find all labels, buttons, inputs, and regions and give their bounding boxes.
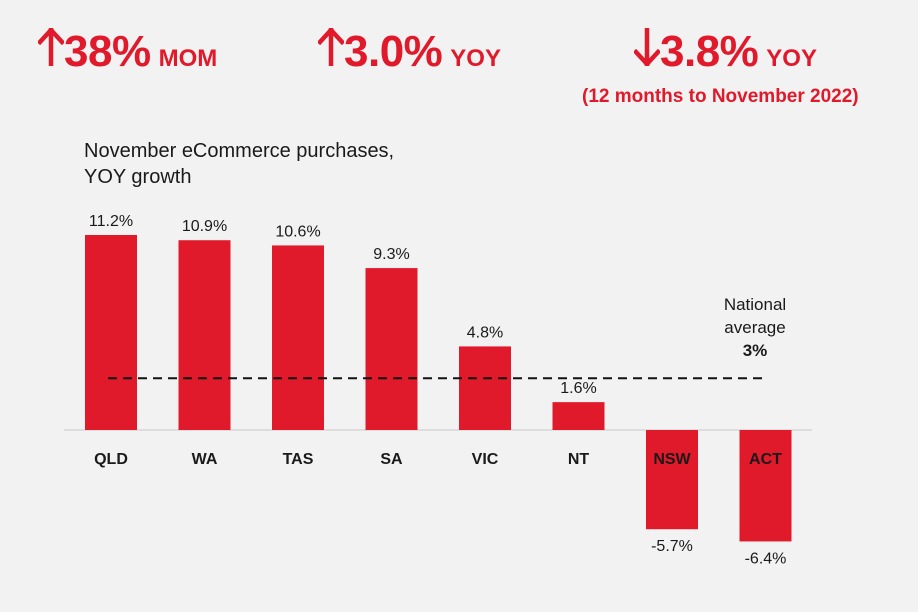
data-label-vic: 4.8% <box>467 324 503 341</box>
data-label-tas: 10.6% <box>275 223 320 240</box>
stat-yoy-unit: YOY <box>450 45 501 72</box>
bar-nt <box>552 402 605 430</box>
category-label-tas: TAS <box>283 451 314 468</box>
bar-wa <box>178 240 231 430</box>
data-label-wa: 10.9% <box>182 218 227 235</box>
data-label-qld: 11.2% <box>89 213 133 230</box>
bar-qld <box>85 235 137 430</box>
arrow-up-icon <box>38 28 64 66</box>
category-label-sa: SA <box>380 451 403 468</box>
category-label-nt: NT <box>568 451 590 468</box>
stat-annual-unit: YOY <box>766 45 817 72</box>
bar-vic <box>459 346 511 430</box>
category-label-wa: WA <box>192 451 218 468</box>
bar-sa <box>365 268 418 430</box>
stat-yoy: 3.0% YOY <box>318 28 501 74</box>
category-label-vic: VIC <box>472 451 499 468</box>
stat-annual-value: 3.8% <box>660 27 759 76</box>
stat-mom-value: 38% <box>64 27 151 76</box>
category-label-nsw: NSW <box>653 451 691 468</box>
stat-annual: 3.8% YOY <box>634 28 817 74</box>
national-average-label: National average 3% <box>700 293 810 362</box>
arrow-up-icon <box>318 28 344 66</box>
category-label-qld: QLD <box>94 451 128 468</box>
bar-act <box>739 430 792 542</box>
chart-title-line-2: YOY growth <box>84 166 192 188</box>
data-label-act: -6.4% <box>745 550 787 567</box>
stat-annual-note: (12 months to November 2022) <box>582 86 859 107</box>
chart-title: November eCommerce purchases, YOY growth <box>84 138 484 190</box>
chart-title-line-1: November eCommerce purchases, <box>84 140 395 162</box>
bar-nsw <box>646 430 698 530</box>
category-label-act: ACT <box>749 451 782 468</box>
data-label-sa: 9.3% <box>373 246 409 263</box>
arrow-down-icon <box>634 28 660 66</box>
data-label-nsw: -5.7% <box>651 538 693 555</box>
stat-mom: 38% MOM <box>38 28 217 74</box>
stat-mom-unit: MOM <box>158 45 218 72</box>
national-average-line-2: average <box>724 318 786 337</box>
bar-tas <box>272 245 324 430</box>
stat-yoy-value: 3.0% <box>344 27 443 76</box>
national-average-value: 3% <box>742 341 768 360</box>
national-average-line-1: National <box>723 295 787 314</box>
data-label-nt: 1.6% <box>560 380 596 397</box>
